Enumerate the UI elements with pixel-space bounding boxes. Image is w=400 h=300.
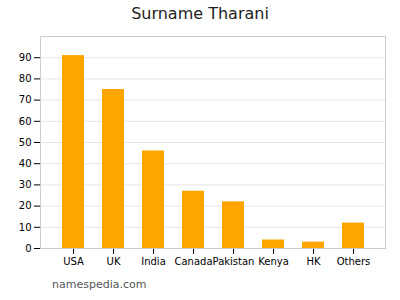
svg-text:50: 50 xyxy=(19,137,32,148)
html-text:Surname Tharani: Surname Tharani xyxy=(131,4,269,23)
svg-text:70: 70 xyxy=(19,94,32,105)
svg-text:UK: UK xyxy=(107,256,121,267)
svg-text:30: 30 xyxy=(19,179,32,190)
svg-text:80: 80 xyxy=(19,73,32,84)
svg-text:HK: HK xyxy=(306,256,321,267)
svg-text:India: India xyxy=(141,256,166,267)
svg-text:20: 20 xyxy=(19,200,32,211)
svg-text:Others: Others xyxy=(337,256,371,267)
svg-text:10: 10 xyxy=(19,222,32,233)
svg-text:Kenya: Kenya xyxy=(258,256,289,267)
svg-text:USA: USA xyxy=(63,256,84,267)
svg-text:90: 90 xyxy=(19,52,32,63)
svg-text:0: 0 xyxy=(25,243,31,254)
svg-text:60: 60 xyxy=(19,116,32,127)
svg-text:40: 40 xyxy=(19,158,32,169)
html-text:namespedia.com: namespedia.com xyxy=(52,278,147,291)
svg-text:Pakistan: Pakistan xyxy=(213,256,255,267)
svg-text:Canada: Canada xyxy=(174,256,212,267)
